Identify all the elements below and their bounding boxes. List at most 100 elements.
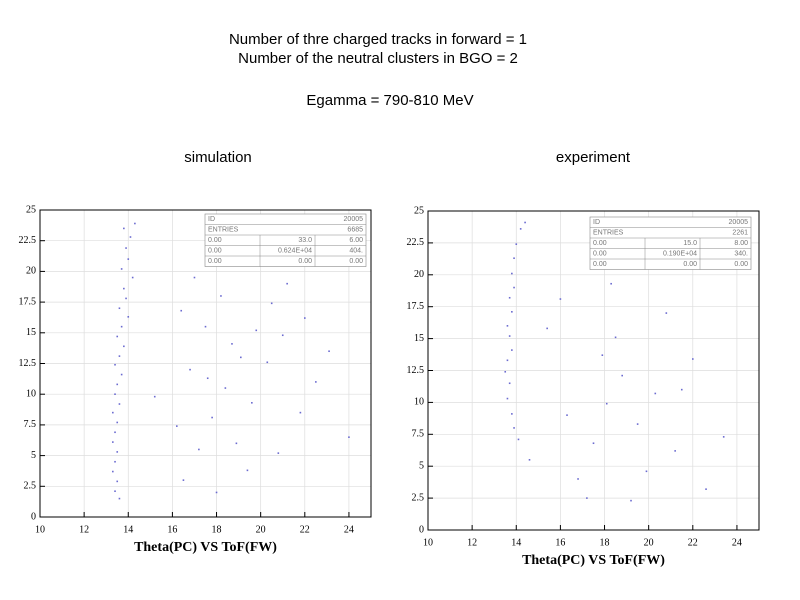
point [153, 395, 156, 398]
point [722, 436, 725, 438]
x-tick-label: 14 [511, 537, 521, 548]
point [506, 359, 509, 362]
point [513, 427, 515, 429]
x-axis-label: Theta(PC) VS ToF(FW) [522, 553, 665, 568]
y-tick-label: 22.5 [407, 237, 425, 248]
point [705, 488, 707, 490]
x-tick-label: 12 [79, 524, 89, 535]
point [189, 368, 191, 371]
point [605, 402, 608, 405]
plot-frame [427, 210, 760, 531]
point [127, 258, 130, 260]
stats-cell: ENTRIES [593, 230, 624, 237]
point [255, 329, 258, 332]
stats-cell: 0.00 [593, 251, 607, 258]
point [566, 414, 568, 416]
point [577, 478, 579, 480]
point [299, 411, 302, 414]
y-tick-label: 5 [31, 450, 36, 461]
point [315, 381, 317, 383]
stats-cell: 20005 [729, 219, 749, 226]
y-tick-label: 7.5 [24, 419, 37, 430]
point [511, 272, 513, 275]
point [515, 243, 518, 245]
point [112, 470, 114, 473]
point [511, 311, 513, 313]
y-tick-label: 10 [26, 388, 36, 399]
point [266, 361, 269, 364]
y-tick-label: 2.5 [24, 481, 37, 492]
stats-cell: 0.00 [208, 237, 222, 244]
point [116, 383, 119, 386]
point [504, 370, 507, 373]
point [198, 448, 200, 451]
y-tick-label: 2.5 [412, 492, 425, 503]
x-tick-label: 24 [344, 524, 354, 535]
x-tick-label: 22 [688, 537, 698, 548]
point [114, 460, 116, 463]
point [546, 327, 548, 330]
y-tick-label: 7.5 [412, 429, 425, 440]
x-tick-label: 20 [644, 537, 654, 548]
point [645, 470, 648, 473]
stats-cell: 6685 [347, 227, 363, 234]
point [636, 423, 639, 425]
point [674, 450, 676, 452]
stats-box [204, 213, 367, 267]
y-tick-label: 15 [26, 327, 36, 338]
y-tick-label: 25 [414, 205, 424, 216]
stats-cell: 6.00 [349, 237, 363, 244]
x-tick-label: 14 [123, 524, 133, 535]
stats-cell: 0.00 [298, 258, 312, 265]
point [270, 302, 273, 305]
point [176, 425, 178, 427]
y-tick-label: 17.5 [407, 301, 425, 312]
y-tick-label: 17.5 [19, 296, 37, 307]
stats-cell: 0.00 [349, 258, 363, 265]
point [193, 276, 196, 279]
point [240, 356, 242, 359]
point [231, 343, 233, 345]
stats-cell: 340. [734, 251, 748, 258]
point [116, 480, 119, 483]
x-tick-label: 10 [423, 537, 433, 548]
point [251, 401, 253, 404]
point [348, 436, 350, 438]
point [680, 388, 683, 391]
point [112, 411, 114, 414]
point [508, 335, 511, 337]
point [116, 421, 119, 424]
x-tick-label: 16 [167, 524, 177, 535]
stats-cell: 20005 [344, 216, 364, 223]
point [134, 222, 136, 225]
stats-cell: 0.00 [593, 261, 607, 268]
point [513, 257, 515, 260]
x-tick-label: 10 [35, 524, 45, 535]
point [114, 431, 116, 434]
chart-title: experiment [556, 149, 631, 166]
point [116, 335, 119, 338]
point [513, 286, 515, 289]
y-tick-label: 15 [414, 333, 424, 344]
point [508, 296, 511, 299]
point [118, 497, 121, 500]
x-tick-label: 18 [600, 537, 610, 548]
point [246, 469, 249, 472]
point [114, 490, 116, 493]
point [506, 397, 509, 400]
point [235, 442, 238, 445]
stats-cell: 0.00 [208, 258, 222, 265]
y-tick-label: 22.5 [19, 235, 37, 246]
point [220, 295, 222, 297]
y-tick-label: 10 [414, 397, 424, 408]
point [528, 459, 531, 461]
y-tick-label: 0 [419, 524, 424, 535]
stats-cell: ID [593, 219, 600, 226]
point [610, 282, 612, 285]
point [277, 452, 280, 454]
stats-cell: 15.0 [683, 240, 697, 247]
point [692, 358, 694, 360]
stats-cell: 0.00 [208, 248, 222, 255]
y-tick-label: 12.5 [19, 358, 37, 369]
